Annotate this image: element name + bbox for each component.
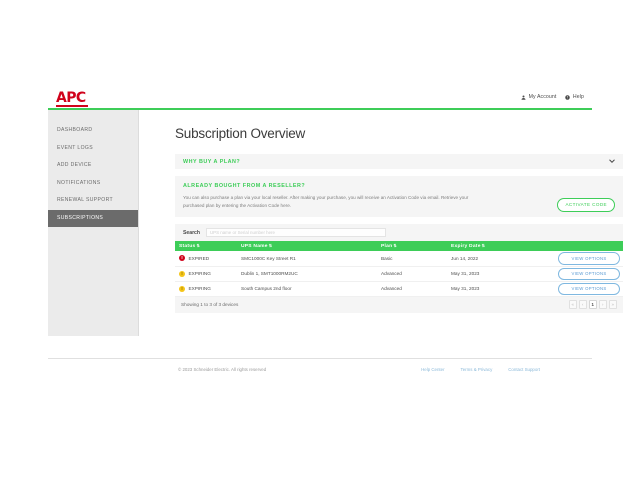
reseller-title: ALREADY BOUGHT FROM A RESELLER? bbox=[183, 183, 306, 189]
cell-ups-name: SMC1000C Key Street R1 bbox=[237, 251, 377, 267]
cell-actions: VIEW OPTIONS bbox=[537, 266, 623, 282]
column-header-label: Expiry Date bbox=[451, 244, 481, 250]
cell-status: ! EXPIRING bbox=[175, 266, 237, 282]
sidebar-item-label: SUBSCRIPTIONS bbox=[57, 214, 104, 221]
status-badge: EXPIRING bbox=[188, 286, 211, 292]
search-bar: Search bbox=[175, 224, 623, 242]
sidebar-item-subscriptions[interactable]: SUBSCRIPTIONS bbox=[48, 209, 138, 227]
table-header: Status⇅ UPS Name⇅ Plan⇅ Expiry Date⇅ bbox=[175, 241, 623, 252]
reseller-panel: ALREADY BOUGHT FROM A RESELLER? You can … bbox=[175, 176, 623, 218]
apc-logo-underline bbox=[56, 105, 88, 107]
apc-logo-text: APC bbox=[56, 90, 86, 106]
table-row[interactable]: ! EXPIRED SMC1000C Key Street R1 Basic J… bbox=[175, 251, 623, 267]
column-header-status[interactable]: Status⇅ bbox=[175, 241, 237, 252]
table-header-row: Status⇅ UPS Name⇅ Plan⇅ Expiry Date⇅ bbox=[175, 241, 623, 252]
footer-links: Help Center Terms & Privacy Contact Supp… bbox=[421, 367, 540, 372]
subscriptions-table: Status⇅ UPS Name⇅ Plan⇅ Expiry Date⇅ bbox=[175, 241, 623, 297]
status-expiring-icon: ! bbox=[179, 270, 185, 277]
showing-count-text: Showing 1 to 3 of 3 devices bbox=[181, 302, 239, 308]
cell-ups-name: Dublin 1, SMT1000RM2UC bbox=[237, 266, 377, 282]
why-buy-a-plan-panel: WHY BUY A PLAN? bbox=[175, 154, 623, 169]
why-buy-a-plan-accordion[interactable]: WHY BUY A PLAN? bbox=[175, 154, 623, 169]
footer-link-contact-support[interactable]: Contact Support bbox=[508, 367, 540, 372]
sort-icon[interactable]: ⇅ bbox=[481, 243, 486, 249]
sidebar-item-notifications[interactable]: NOTIFICATIONS bbox=[48, 175, 138, 193]
sidebar-item-dashboard[interactable]: DASHBOARD bbox=[48, 122, 138, 140]
top-header-bar: APC My Account ? bbox=[48, 88, 592, 110]
activate-code-button[interactable]: ACTIVATE CODE bbox=[557, 198, 615, 212]
copyright-text: © 2023 Schneider Electric. All rights re… bbox=[178, 367, 267, 372]
status-badge: EXPIRING bbox=[188, 271, 211, 277]
app-window: APC My Account ? bbox=[48, 88, 623, 380]
cell-expiry-date: May 31, 2023 bbox=[447, 281, 537, 297]
sidebar-item-renewal-support[interactable]: RENEWAL SUPPORT bbox=[48, 192, 138, 210]
user-icon bbox=[521, 94, 526, 100]
page-title: Subscription Overview bbox=[175, 126, 306, 141]
cell-plan: Advanced bbox=[377, 281, 447, 297]
header-actions: My Account ? Help bbox=[521, 94, 584, 100]
footer-link-help-center[interactable]: Help Center bbox=[421, 367, 445, 372]
view-options-button[interactable]: VIEW OPTIONS bbox=[558, 282, 620, 295]
status-badge: EXPIRED bbox=[188, 255, 210, 261]
my-account-button[interactable]: My Account bbox=[521, 94, 556, 100]
cell-ups-name: South Campus 2nd floor bbox=[237, 281, 377, 297]
cell-status: ! EXPIRING bbox=[175, 281, 237, 297]
sidebar-item-label: ADD DEVICE bbox=[57, 162, 92, 168]
cell-plan: Basic bbox=[377, 251, 447, 267]
column-header-label: Status bbox=[179, 244, 196, 250]
help-icon: ? bbox=[565, 94, 571, 100]
sort-icon[interactable]: ⇅ bbox=[196, 243, 201, 249]
page-footer: © 2023 Schneider Electric. All rights re… bbox=[48, 358, 592, 380]
help-button[interactable]: ? Help bbox=[565, 94, 584, 100]
column-header-ups-name[interactable]: UPS Name⇅ bbox=[237, 241, 377, 252]
cell-actions: VIEW OPTIONS bbox=[537, 281, 623, 297]
chevron-down-icon[interactable] bbox=[609, 158, 615, 165]
cell-expiry-date: May 31, 2023 bbox=[447, 266, 537, 282]
status-expired-icon: ! bbox=[179, 255, 185, 262]
help-label: Help bbox=[572, 94, 584, 100]
footer-link-terms-privacy[interactable]: Terms & Privacy bbox=[460, 367, 493, 372]
reseller-section: ALREADY BOUGHT FROM A RESELLER? You can … bbox=[175, 176, 623, 217]
column-header-label: Plan bbox=[381, 244, 393, 250]
pagination-page-1[interactable]: 1 bbox=[588, 300, 597, 309]
column-header-expiry-date[interactable]: Expiry Date⇅ bbox=[447, 241, 537, 252]
cell-expiry-date: Jun 14, 2022 bbox=[447, 251, 537, 267]
column-header-actions bbox=[537, 241, 623, 252]
search-input[interactable] bbox=[206, 228, 386, 237]
reseller-description: You can also purchase a plan via your lo… bbox=[183, 195, 469, 208]
column-header-label: UPS Name bbox=[241, 244, 268, 250]
view-options-button[interactable]: VIEW OPTIONS bbox=[558, 252, 620, 265]
cell-status: ! EXPIRED bbox=[175, 251, 237, 267]
view-options-button[interactable]: VIEW OPTIONS bbox=[558, 267, 620, 280]
why-buy-a-plan-title: WHY BUY A PLAN? bbox=[183, 158, 241, 165]
pagination: « ‹ 1 › » bbox=[568, 300, 617, 309]
status-expiring-icon: ! bbox=[179, 285, 185, 292]
my-account-label: My Account bbox=[528, 94, 557, 100]
table-row[interactable]: ! EXPIRING Dublin 1, SMT1000RM2UC Advanc… bbox=[175, 266, 623, 282]
apc-logo[interactable]: APC bbox=[56, 91, 88, 107]
sidebar-item-label: RENEWAL SUPPORT bbox=[57, 197, 114, 203]
cell-plan: Advanced bbox=[377, 266, 447, 282]
sidebar-nav: DASHBOARD EVENT LOGS ADD DEVICE NOTIFICA… bbox=[48, 110, 139, 336]
sort-icon[interactable]: ⇅ bbox=[268, 243, 273, 249]
main-content: Subscription Overview WHY BUY A PLAN? AL… bbox=[139, 110, 623, 380]
pagination-last-button[interactable]: » bbox=[608, 300, 617, 309]
column-header-plan[interactable]: Plan⇅ bbox=[377, 241, 447, 252]
pagination-next-button[interactable]: › bbox=[598, 300, 607, 309]
search-label: Search bbox=[183, 229, 200, 236]
svg-text:?: ? bbox=[567, 95, 569, 99]
sidebar-item-event-logs[interactable]: EVENT LOGS bbox=[48, 140, 138, 158]
table-body: ! EXPIRED SMC1000C Key Street R1 Basic J… bbox=[175, 251, 623, 297]
app-body: DASHBOARD EVENT LOGS ADD DEVICE NOTIFICA… bbox=[48, 110, 623, 380]
sidebar-item-label: DASHBOARD bbox=[57, 127, 93, 133]
sidebar-item-label: NOTIFICATIONS bbox=[57, 179, 101, 186]
pagination-first-button[interactable]: « bbox=[568, 300, 577, 309]
cell-actions: VIEW OPTIONS bbox=[537, 251, 623, 267]
table-row[interactable]: ! EXPIRING South Campus 2nd floor Advanc… bbox=[175, 281, 623, 297]
pagination-prev-button[interactable]: ‹ bbox=[578, 300, 587, 309]
sort-icon[interactable]: ⇅ bbox=[393, 243, 397, 249]
sidebar-item-add-device[interactable]: ADD DEVICE bbox=[48, 157, 138, 175]
table-footer: Showing 1 to 3 of 3 devices « ‹ 1 › » bbox=[175, 296, 623, 313]
sidebar-item-label: EVENT LOGS bbox=[57, 144, 93, 151]
